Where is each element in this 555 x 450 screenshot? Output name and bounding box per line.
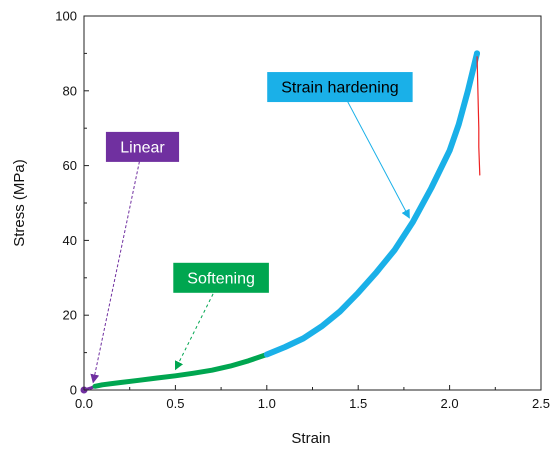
- series-line-3: [263, 50, 480, 358]
- annotation-label: Softening: [173, 262, 269, 293]
- annotation-arrow: [174, 277, 222, 371]
- annotation-arrow: [90, 146, 143, 384]
- annotation-text: Strain hardening: [281, 80, 398, 97]
- y-tick-label: 60: [63, 158, 77, 173]
- x-tick-label: 1.5: [349, 396, 367, 411]
- annotation-text: Softening: [187, 270, 255, 287]
- y-axis-title: Stress (MPa): [11, 159, 28, 247]
- y-tick-label: 0: [70, 383, 77, 398]
- annotation-layer: Linear Softening Strain hardening: [90, 72, 413, 384]
- y-tick-label: 20: [63, 308, 77, 323]
- x-axis-title: Strain: [291, 430, 330, 447]
- x-tick-label: 1.0: [258, 396, 276, 411]
- peak-point-marker: [474, 50, 481, 57]
- y-tick-label: 80: [63, 83, 77, 98]
- series-line-2: [92, 352, 270, 389]
- x-tick-label: 0.0: [75, 396, 93, 411]
- series-line-4: [476, 52, 481, 176]
- y-tick-label: 40: [63, 233, 77, 248]
- annotation-box: [105, 131, 180, 162]
- x-tick-label: 2.0: [441, 396, 459, 411]
- x-tick-label: 0.5: [166, 396, 184, 411]
- y-tick-label: 100: [55, 9, 77, 24]
- ticks-layer: 0.0 0.5 1.0 1.5 2.0 2.5 0 20 40 60 80 100: [55, 9, 550, 412]
- annotation-arrow: [339, 86, 410, 219]
- annotation-label: Linear: [105, 131, 180, 162]
- x-tick-label: 2.5: [532, 396, 550, 411]
- annotation-box: [267, 72, 413, 103]
- annotation-label: Strain hardening: [267, 72, 413, 103]
- annotation-text: Linear: [120, 139, 165, 156]
- annotation-box: [173, 262, 269, 293]
- series-layer: [80, 50, 481, 394]
